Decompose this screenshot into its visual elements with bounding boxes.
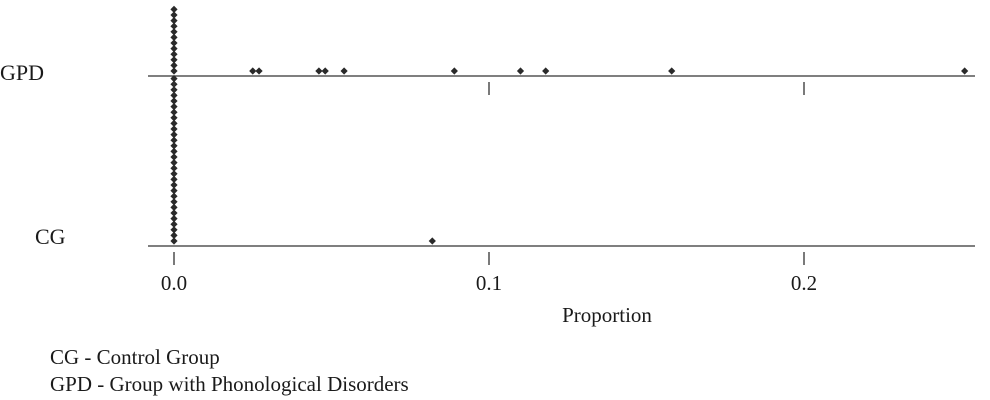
data-point	[170, 181, 178, 189]
data-point	[170, 131, 178, 139]
x-tick-label: 0.1	[476, 271, 502, 295]
data-point	[428, 237, 436, 245]
data-point	[170, 114, 178, 122]
data-point	[170, 170, 178, 178]
data-point	[170, 142, 178, 150]
data-point	[340, 67, 348, 75]
data-point	[170, 45, 178, 53]
data-point	[255, 67, 263, 75]
panel-gpd	[148, 5, 975, 77]
data-point	[170, 153, 178, 161]
data-point	[170, 39, 178, 47]
data-point	[170, 125, 178, 133]
legend-note-cg: CG - Control Group	[50, 345, 220, 369]
data-point	[170, 198, 178, 206]
data-point	[170, 231, 178, 239]
data-point	[321, 67, 329, 75]
data-point	[170, 28, 178, 36]
data-point	[170, 175, 178, 183]
data-point	[170, 75, 178, 83]
group-label-gpd: GPD	[0, 60, 44, 85]
data-point	[170, 164, 178, 172]
x-tick-label: 0.0	[161, 271, 187, 295]
data-point	[170, 103, 178, 111]
data-point	[170, 187, 178, 195]
data-point	[170, 226, 178, 234]
data-point	[170, 136, 178, 144]
data-point	[170, 237, 178, 245]
data-point	[170, 67, 178, 75]
group-label-cg: CG	[35, 224, 66, 249]
data-point	[542, 67, 550, 75]
data-point	[170, 203, 178, 211]
data-point	[170, 33, 178, 41]
data-point	[450, 67, 458, 75]
x-axis-label: Proportion	[562, 303, 652, 327]
data-point	[170, 220, 178, 228]
data-point	[170, 97, 178, 105]
data-point	[170, 22, 178, 30]
x-axis: 0.0 0.1 0.2	[161, 82, 817, 295]
data-point	[668, 67, 676, 75]
data-point	[961, 67, 969, 75]
data-point	[170, 11, 178, 19]
data-point	[315, 67, 323, 75]
legend-note-gpd: GPD - Group with Phonological Disorders	[50, 372, 409, 396]
data-point	[170, 50, 178, 58]
data-point	[170, 192, 178, 200]
data-point	[170, 209, 178, 217]
data-point	[170, 5, 178, 13]
data-point	[170, 159, 178, 167]
data-point	[516, 67, 525, 75]
data-point	[170, 108, 178, 116]
x-tick-label: 0.2	[791, 271, 817, 295]
data-point	[170, 147, 178, 155]
panel-cg	[148, 75, 975, 247]
data-point	[170, 91, 178, 99]
data-point	[249, 67, 257, 75]
data-point	[170, 119, 178, 127]
data-point	[170, 61, 178, 69]
data-point	[170, 56, 178, 64]
data-point	[170, 17, 178, 25]
data-point	[170, 215, 178, 223]
